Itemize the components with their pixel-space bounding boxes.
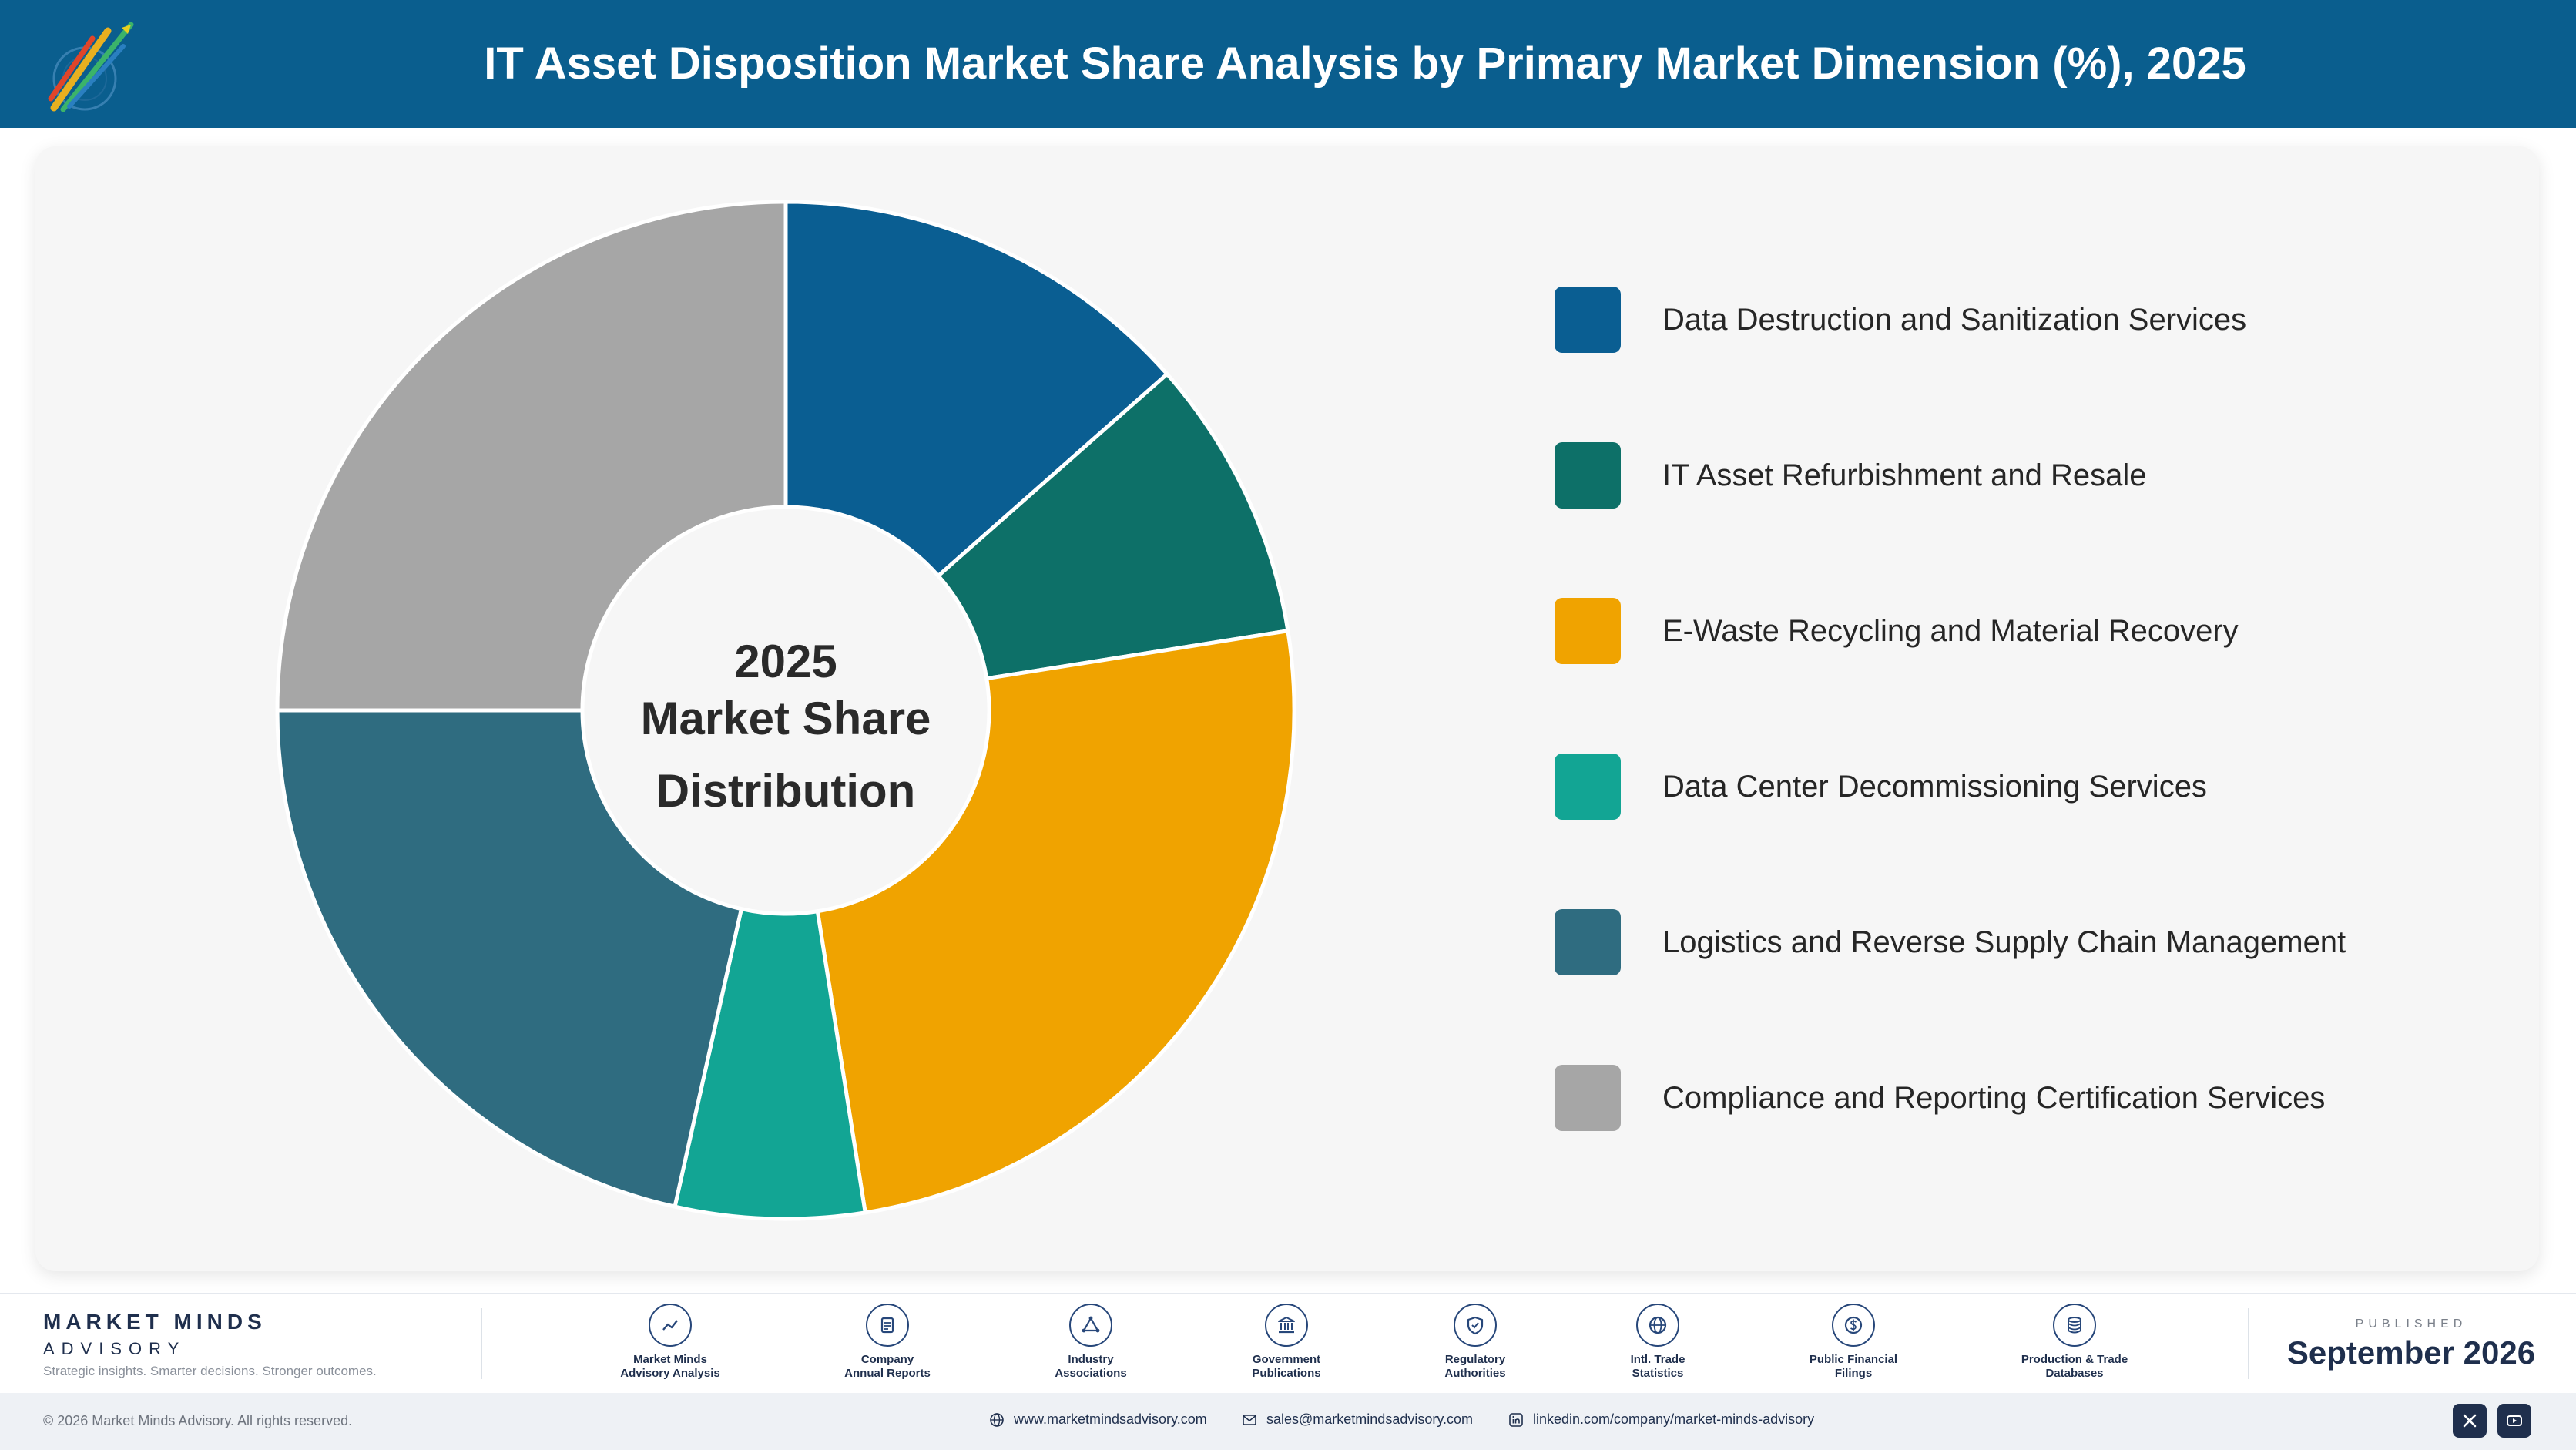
source-label: Market Minds Advisory Analysis	[585, 1353, 755, 1381]
source-label: Public Financial Filings	[1769, 1353, 1938, 1381]
website-link[interactable]: www.marketmindsadvisory.com	[989, 1411, 1207, 1428]
source-label-line2: Associations	[1055, 1367, 1127, 1380]
source-label: Company Annual Reports	[803, 1353, 972, 1381]
globe-icon	[1636, 1304, 1679, 1347]
youtube-icon	[2507, 1415, 2522, 1426]
legend-swatch	[1555, 442, 1621, 509]
published-date: September 2026	[2286, 1334, 2536, 1371]
globe-icon	[990, 1412, 1004, 1427]
source-label: Industry Associations	[1006, 1353, 1176, 1381]
copyright-text: © 2026 Market Minds Advisory. All rights…	[43, 1413, 353, 1428]
legend-label: IT Asset Refurbishment and Resale	[1662, 458, 2147, 492]
source-label: Government Publications	[1202, 1353, 1371, 1381]
linkedin-text: linkedin.com/company/market-minds-adviso…	[1533, 1411, 1815, 1427]
dollar-icon	[1832, 1304, 1875, 1347]
linkedin-icon	[1509, 1412, 1523, 1427]
brand-name: MARKET MINDS	[43, 1310, 267, 1334]
source-label-line1: Company	[860, 1353, 914, 1366]
legend-label: E-Waste Recycling and Material Recovery	[1662, 613, 2239, 648]
source-label: Intl. Trade Statistics	[1573, 1353, 1742, 1381]
legend-item[interactable]: Data Destruction and Sanitization Servic…	[1555, 287, 2246, 353]
source-item: Industry Associations	[1006, 1304, 1176, 1381]
legend-label: Data Center Decommissioning Services	[1662, 769, 2207, 804]
source-item: Public Financial Filings	[1769, 1304, 1938, 1381]
legend-label: Compliance and Reporting Certification S…	[1662, 1080, 2326, 1115]
page-title: IT Asset Disposition Market Share Analys…	[484, 39, 2246, 89]
source-label-line2: Authorities	[1444, 1367, 1506, 1380]
source-label-line2: Advisory Analysis	[620, 1367, 720, 1380]
legend-item[interactable]: Compliance and Reporting Certification S…	[1555, 1065, 2325, 1131]
slice-it-asset-refurbishment-and-resale[interactable]	[935, 371, 1290, 681]
published-caption: PUBLISHED	[2355, 1317, 2467, 1331]
linkedin-link[interactable]: linkedin.com/company/market-minds-adviso…	[1508, 1411, 1814, 1428]
youtube-social-button[interactable]	[2497, 1404, 2531, 1438]
source-item: Company Annual Reports	[803, 1304, 972, 1381]
source-label-line1: Production & Trade	[2021, 1353, 2128, 1366]
slices-layer	[275, 200, 1296, 1221]
legend-swatch	[1555, 754, 1621, 820]
divider	[2248, 1308, 2249, 1379]
x-social-button[interactable]	[2453, 1404, 2487, 1438]
legend-item[interactable]: IT Asset Refurbishment and Resale	[1555, 442, 2146, 509]
legend-item[interactable]: E-Waste Recycling and Material Recovery	[1555, 598, 2239, 664]
source-item: Government Publications	[1202, 1304, 1371, 1381]
slice-e-waste-recycling-and-material-recovery[interactable]	[815, 628, 1296, 1215]
slice-data-destruction-and-sanitization-services[interactable]	[783, 200, 1170, 579]
source-label: Production & Trade Databases	[1990, 1353, 2159, 1381]
source-label-line2: Databases	[2045, 1367, 2104, 1380]
source-label-line1: Industry	[1068, 1353, 1114, 1366]
slice-compliance-and-reporting-certification-services[interactable]	[275, 200, 788, 713]
legend-item[interactable]: Data Center Decommissioning Services	[1555, 754, 2207, 820]
document-icon	[866, 1304, 909, 1347]
legend-label: Data Destruction and Sanitization Servic…	[1662, 302, 2247, 337]
network-icon	[1069, 1304, 1112, 1347]
source-label-line2: Filings	[1834, 1367, 1873, 1380]
source-label-line1: Market Minds	[633, 1353, 707, 1366]
legend-item[interactable]: Logistics and Reverse Supply Chain Manag…	[1555, 909, 2346, 975]
source-item: Regulatory Authorities	[1390, 1304, 1560, 1381]
source-label-line1: Government	[1252, 1353, 1321, 1366]
legend-label: Logistics and Reverse Supply Chain Manag…	[1662, 925, 2346, 959]
source-label-line1: Regulatory	[1444, 1353, 1506, 1366]
source-item: Production & Trade Databases	[1990, 1304, 2159, 1381]
shield-icon	[1454, 1304, 1497, 1347]
legend-swatch	[1555, 598, 1621, 664]
legend-swatch	[1555, 287, 1621, 353]
brand-tagline: Strategic insights. Smarter decisions. S…	[43, 1364, 377, 1378]
source-label-line2: Annual Reports	[844, 1367, 931, 1380]
email-link[interactable]: sales@marketmindsadvisory.com	[1242, 1411, 1473, 1428]
footer-sources-bar: MARKET MINDS ADVISORY Strategic insights…	[0, 1293, 2576, 1393]
brand-logo-icon	[48, 22, 134, 112]
source-label-line1: Public Financial	[1809, 1353, 1898, 1366]
source-item: Intl. Trade Statistics	[1573, 1304, 1742, 1381]
building-icon	[1265, 1304, 1308, 1347]
brand-subtitle: ADVISORY	[43, 1339, 186, 1358]
website-text: www.marketmindsadvisory.com	[1014, 1411, 1207, 1427]
divider	[481, 1308, 482, 1379]
email-text: sales@marketmindsadvisory.com	[1266, 1411, 1474, 1427]
mail-icon	[1243, 1414, 1256, 1425]
header-bar: IT Asset Disposition Market Share Analys…	[0, 0, 2576, 128]
source-label-line1: Intl. Trade	[1630, 1353, 1685, 1366]
legend-swatch	[1555, 1065, 1621, 1131]
x-icon	[2463, 1414, 2477, 1428]
footer-contact-bar: © 2026 Market Minds Advisory. All rights…	[0, 1393, 2576, 1450]
source-item: Market Minds Advisory Analysis	[585, 1304, 755, 1381]
database-icon	[2053, 1304, 2096, 1347]
legend-swatch	[1555, 909, 1621, 975]
source-label: Regulatory Authorities	[1390, 1353, 1560, 1381]
slice-logistics-and-reverse-supply-chain-management[interactable]	[275, 708, 744, 1210]
source-label-line2: Statistics	[1632, 1367, 1684, 1380]
analytics-icon	[649, 1304, 692, 1347]
source-label-line2: Publications	[1252, 1367, 1321, 1380]
